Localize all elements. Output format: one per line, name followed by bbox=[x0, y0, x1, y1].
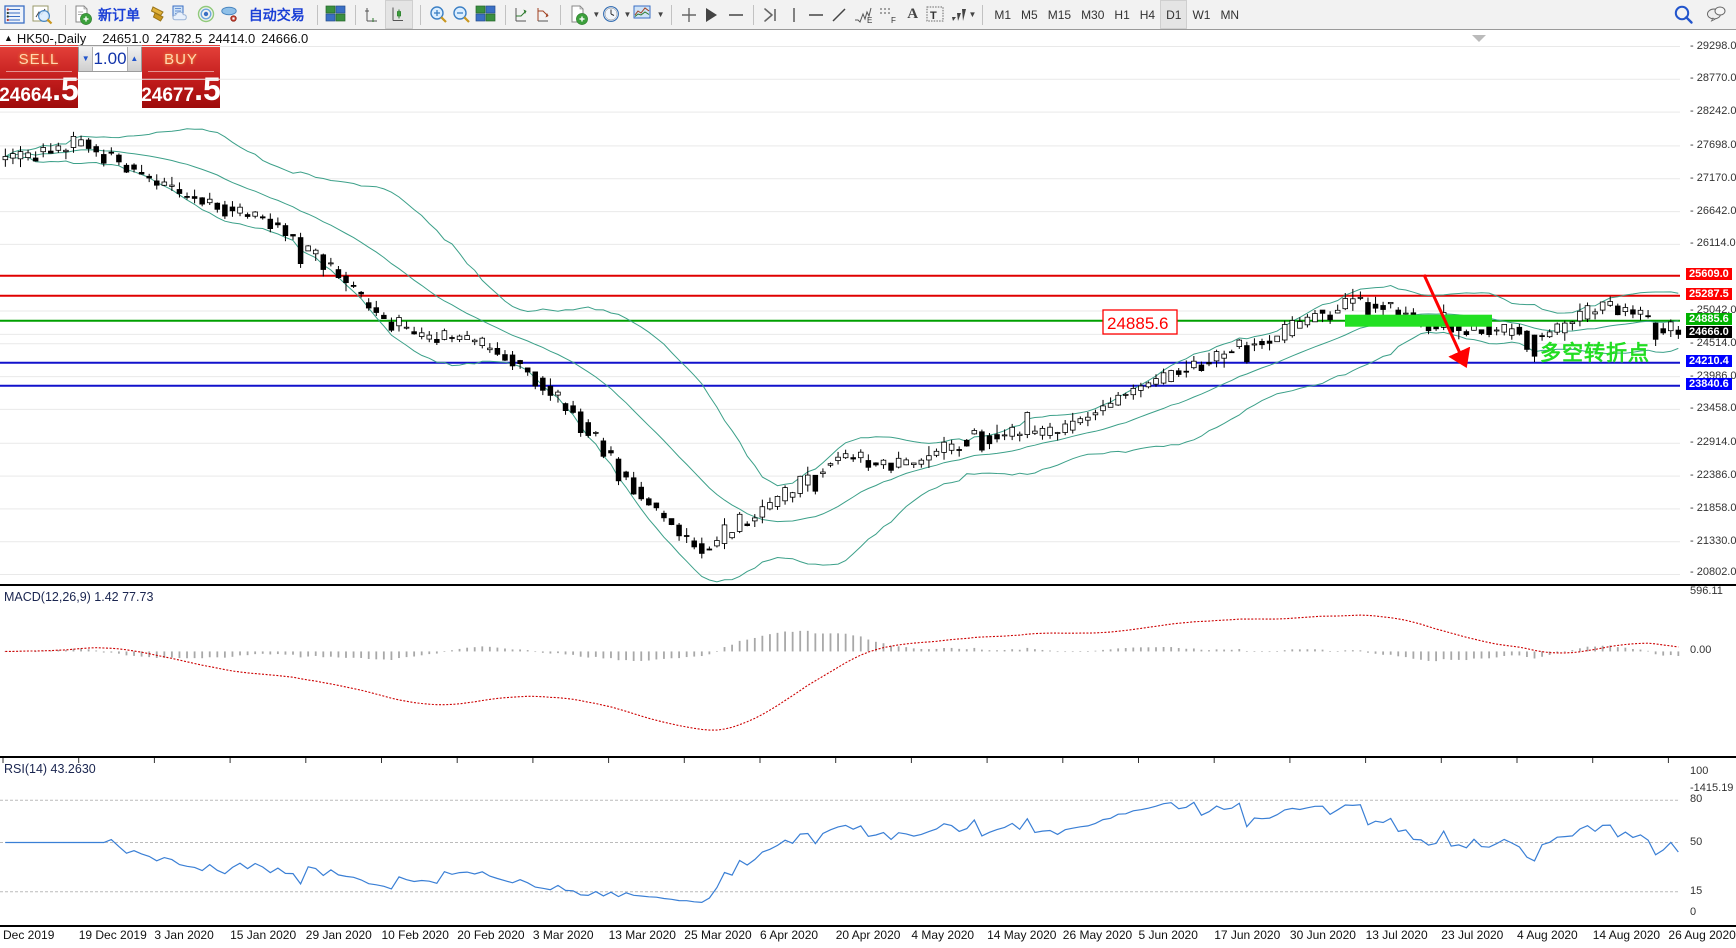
svg-text:T: T bbox=[930, 10, 937, 22]
svg-text:E: E bbox=[867, 16, 872, 24]
svg-text:24885.6: 24885.6 bbox=[1107, 314, 1168, 333]
svg-text:F: F bbox=[891, 16, 896, 24]
